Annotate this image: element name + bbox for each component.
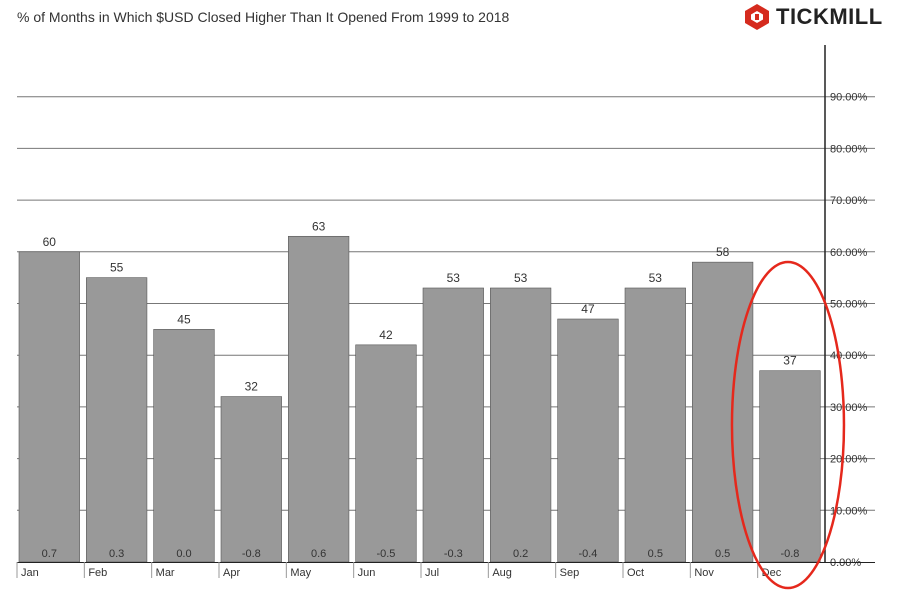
x-category-label: Apr [223,567,240,579]
bar-bottom-label: -0.4 [578,548,597,560]
bar-oct [624,287,686,563]
highlight-annotation [730,260,846,590]
tickmill-logo-icon [745,4,769,30]
chart-title: % of Months in Which $USD Closed Higher … [17,9,510,25]
bar-value-label: 58 [716,245,730,259]
y-tick-label: 60.00% [830,247,868,259]
brand-name: TICKMILL [776,4,883,29]
bar-value-label: 53 [514,271,528,285]
bar-jun [355,344,417,563]
bar-bottom-label: 0.6 [311,548,326,560]
bar-labels: 60 0.7 55 0.3 45 0.0 32 -0.8 63 0.6 42 -0.5 53 -0.3 53… [42,219,800,560]
bar-value-label: 32 [245,380,259,394]
bar-bottom-label: 0.5 [648,548,663,560]
bar-nov [692,261,754,563]
bar-value-label: 60 [43,235,57,249]
bar-bottom-label: 0.0 [176,548,191,560]
bar-may [288,235,350,563]
bar-value-label: 42 [379,328,393,342]
bar-bottom-label: 0.5 [715,548,730,560]
bar-apr [220,396,282,563]
bar-bottom-label: -0.3 [444,548,463,560]
bar-bottom-label: -0.5 [376,548,395,560]
bar-value-label: 63 [312,219,326,233]
highlight-ellipse [730,260,846,590]
x-category-label: Oct [627,567,644,579]
y-tick-label: 40.00% [830,350,868,362]
bar-value-label: 53 [447,271,461,285]
bar-jul [422,287,484,563]
x-category-label: Jun [358,567,376,579]
bar-value-label: 55 [110,261,124,275]
y-tick-label: 80.00% [830,143,868,155]
bar-aug [490,287,552,563]
x-category-label: Aug [492,567,512,579]
bar-value-label: 47 [581,302,595,316]
bar-bottom-label: -0.8 [780,548,799,560]
y-tick-label: 90.00% [830,92,868,104]
bar-mar [153,329,215,563]
brand-logo: TICKMILL [744,3,883,31]
x-category-label: Mar [156,567,175,579]
bar-bottom-label: 0.7 [42,548,57,560]
y-tick-label: 50.00% [830,299,868,311]
x-category-label: Feb [88,567,107,579]
bar-value-label: 45 [177,312,191,326]
axes: 0.00%10.00%20.00%30.00%40.00%50.00%60.00… [16,45,875,579]
y-tick-label: 30.00% [830,402,868,414]
y-tick-label: 10.00% [830,505,868,517]
bar-bottom-label: 0.2 [513,548,528,560]
bar-bottom-label: 0.3 [109,548,124,560]
bars [18,235,821,563]
x-category-label: Nov [694,567,714,579]
x-category-label: May [290,567,311,579]
bar-feb [86,277,148,563]
bar-value-label: 37 [783,354,797,368]
x-category-label: Jan [21,567,39,579]
bar-sep [557,318,619,563]
bar-bottom-label: -0.8 [242,548,261,560]
bar-jan [18,251,80,563]
x-category-label: Sep [560,567,580,579]
bar-value-label: 53 [649,271,663,285]
x-category-label: Jul [425,567,439,579]
y-tick-label: 20.00% [830,454,868,466]
bar-dec [759,370,821,563]
y-tick-label: 70.00% [830,195,868,207]
